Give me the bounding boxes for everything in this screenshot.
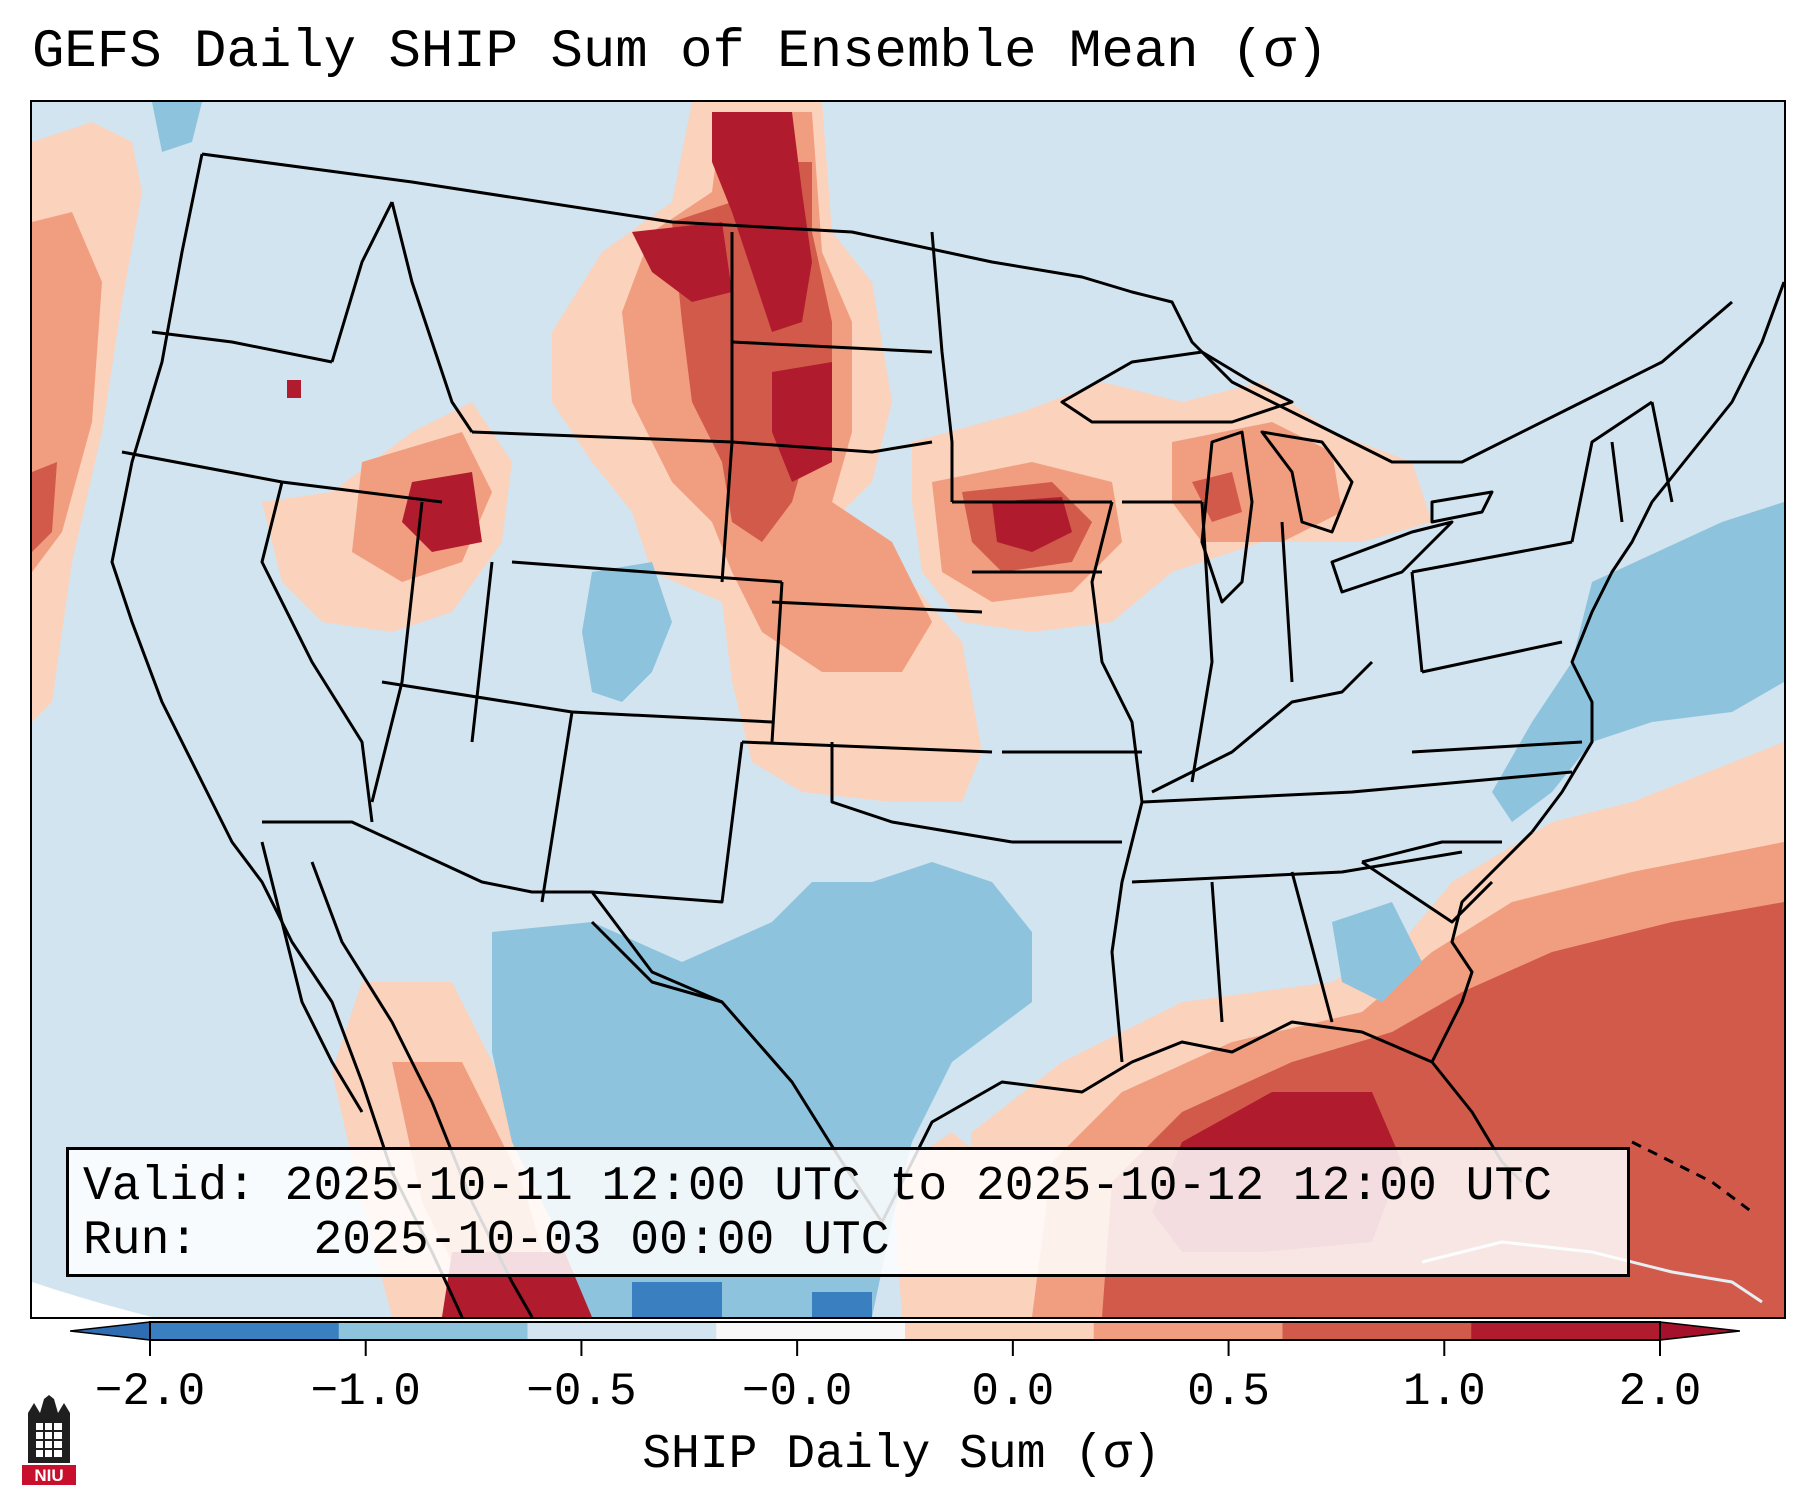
colorbar-bin — [716, 1322, 906, 1340]
colorbar-bin — [1093, 1322, 1283, 1340]
state-line-ne-ks — [771, 600, 983, 614]
state-line-ca-nv — [260, 481, 374, 823]
niu-logo: NIU — [22, 1395, 76, 1485]
lake-erie — [1330, 520, 1454, 594]
state-line-co-nm — [571, 710, 773, 724]
colorbar-tick-label: −0.5 — [526, 1366, 637, 1418]
validity-info-box: Valid: 2025-10-11 12:00 UTC to 2025-10-1… — [66, 1147, 1630, 1277]
anomaly-georgia-cool — [1332, 902, 1422, 1002]
anomaly-texas-deep-1 — [632, 1282, 722, 1317]
colorbar-frame — [149, 1321, 1661, 1341]
colorbar-extend-low — [70, 1321, 151, 1341]
state-line-tn-south — [1131, 850, 1463, 884]
valid-label: Valid: — [83, 1160, 256, 1214]
valid-row: Valid: 2025-10-11 12:00 UTC to 2025-10-1… — [83, 1160, 1613, 1214]
west-coast — [110, 153, 464, 1317]
map-canvas — [32, 102, 1784, 1317]
lake-superior — [1060, 350, 1294, 424]
colorbar-bin — [527, 1322, 717, 1340]
baja-california — [260, 841, 364, 1113]
off-domain-corner — [32, 1282, 152, 1317]
state-line-id-mt — [390, 201, 474, 433]
state-line-id-west — [330, 201, 394, 363]
colorbar-tick-label: −2.0 — [94, 1366, 206, 1418]
state-line-pa-west — [1410, 571, 1424, 673]
state-line-or-ca — [121, 450, 283, 484]
anomaly-nebraska-core — [772, 362, 832, 482]
colorbar-tick-label: 1.0 — [1402, 1366, 1486, 1418]
run-value: 2025-10-03 00:00 UTC — [313, 1214, 890, 1268]
state-line-ms-al — [1210, 881, 1224, 1023]
state-line-mississippi-river — [1090, 501, 1144, 1063]
state-line-az-nm — [540, 711, 574, 903]
state-line-nh-me — [1650, 401, 1674, 503]
state-line-ut-co — [470, 561, 494, 743]
state-line-vt-nh — [1610, 441, 1624, 523]
valid-value: 2025-10-11 12:00 UTC to 2025-10-12 12:00… — [284, 1160, 1553, 1214]
anomaly-northern-plains-core — [712, 112, 812, 332]
map-title: GEFS Daily SHIP Sum of Ensemble Mean (σ) — [32, 22, 1329, 83]
florida — [1430, 830, 1534, 1063]
state-line-nm-tx — [591, 741, 744, 904]
state-line-mt-wy — [471, 430, 733, 444]
state-line-sd-ne — [731, 440, 933, 454]
run-label: Run: — [83, 1214, 199, 1268]
state-line-ga-sc — [1361, 860, 1494, 924]
us-canada-border — [201, 152, 1733, 464]
run-row: Run: 2025-10-03 00:00 UTC — [83, 1214, 1613, 1268]
state-line-nv-ut — [370, 501, 424, 803]
colorbar — [70, 1321, 1740, 1356]
logo-text: NIU — [34, 1466, 63, 1485]
state-line-ok-tx — [830, 742, 1013, 844]
bahamas — [1631, 1140, 1753, 1214]
state-line-pa-south — [1421, 640, 1563, 674]
state-line-nd-sd — [731, 340, 933, 354]
state-line-wy-south — [511, 560, 783, 584]
east-coast — [1530, 281, 1784, 833]
state-line-ohio-river — [1151, 660, 1374, 794]
mexico-west-coast — [310, 861, 534, 1317]
anomaly-colorado — [582, 562, 672, 702]
lake-ontario — [1430, 490, 1494, 524]
anomaly-texas-deep-2 — [812, 1292, 872, 1317]
colorbar-label: SHIP Daily Sum (σ) — [642, 1428, 1161, 1482]
colorbar-tick-label: 0.5 — [1187, 1366, 1270, 1418]
state-line-co-east — [770, 581, 784, 743]
state-line-nc-sc — [1361, 840, 1502, 864]
colorbar-tick-label: 2.0 — [1618, 1366, 1702, 1418]
anomaly-bc-cool — [152, 102, 202, 152]
anomaly-utah-core — [402, 472, 482, 552]
anomaly-michigan-core — [1192, 472, 1242, 522]
colorbar-bin — [338, 1322, 528, 1340]
boundaries — [110, 152, 1784, 1317]
colorbar-bin — [1471, 1322, 1661, 1340]
state-line-al-ga — [1290, 871, 1334, 1023]
lake-michigan — [1200, 430, 1254, 604]
anomaly-iowa-core — [992, 497, 1072, 552]
anomaly-north-dakota-core — [632, 222, 732, 302]
state-line-pa-ny — [1411, 540, 1573, 574]
state-line-in-oh — [1280, 521, 1294, 683]
anomaly-idaho-spot — [287, 380, 301, 398]
colorbar-extend-high — [1659, 1321, 1740, 1341]
state-line-wa-or — [151, 330, 333, 364]
state-line-ut-az — [381, 680, 573, 714]
state-line-va-nc — [1411, 740, 1583, 754]
state-line-dakotas-mn — [930, 231, 954, 502]
state-line-id-nv — [281, 480, 443, 504]
colorbar-bin — [905, 1322, 1095, 1340]
anomaly-atlantic-high — [1532, 942, 1784, 1102]
colorbar-bin — [150, 1322, 340, 1340]
lake-huron — [1260, 430, 1354, 534]
colorbar-tick-label: −0.0 — [741, 1366, 853, 1418]
colorbar-bin — [1282, 1322, 1472, 1340]
state-line-ks-ok — [741, 740, 993, 754]
us-mexico-border — [262, 820, 723, 1004]
anomaly-pacific-coast-core — [32, 462, 57, 552]
state-line-new-england — [1570, 400, 1653, 543]
colorbar-tick-label: 0.0 — [971, 1366, 1055, 1418]
map-panel — [30, 100, 1786, 1319]
state-line-tn-north — [1141, 770, 1573, 804]
colorbar-tick-label: −1.0 — [310, 1366, 421, 1418]
